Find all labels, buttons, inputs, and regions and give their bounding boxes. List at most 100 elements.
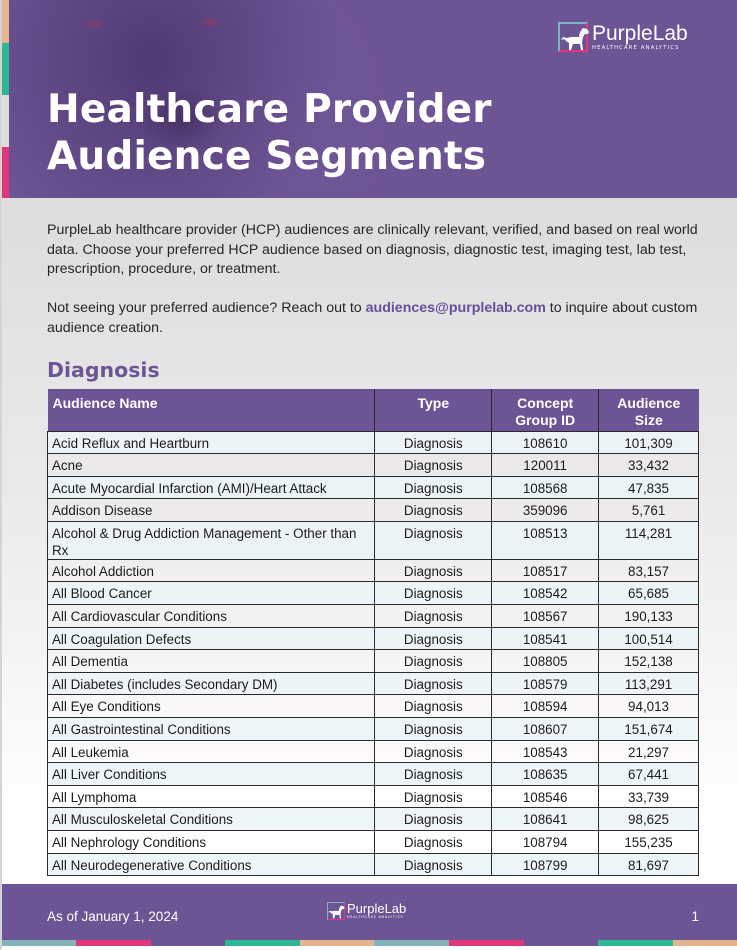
table-row: All Coagulation Defects Diagnosis 108541 10… <box>46 626 699 651</box>
table-row: All Leukemia Diagnosis 108543 21,297 <box>46 739 699 764</box>
cell-audience-name: Alcohol & Drug Addiction Management - Ot… <box>46 520 376 560</box>
cell-type: Diagnosis <box>374 558 493 583</box>
cell-type: Diagnosis <box>374 430 493 455</box>
section-title-diagnosis: Diagnosis <box>47 358 160 382</box>
cell-audience-size: 100,514 <box>598 626 699 651</box>
cell-audience-size: 94,013 <box>598 694 699 719</box>
cell-audience-name: All Leukemia <box>46 739 376 764</box>
table-row: All Cardiovascular Conditions Diagnosis 10… <box>46 604 699 628</box>
accent-strip-segment <box>524 940 598 946</box>
cell-audience-name: All Nephrology Conditions <box>46 830 376 854</box>
table-row: All Lymphoma Diagnosis 108546 33,739 <box>46 784 699 809</box>
cell-type: Diagnosis <box>374 807 493 831</box>
table-row: Alcohol Addiction Diagnosis 108517 83,157 <box>46 558 699 583</box>
page-title: Healthcare Provider Audience Segments <box>47 86 492 180</box>
cell-type: Diagnosis <box>374 717 493 741</box>
logo-tagline: HEALTHCARE ANALYTICS <box>592 44 680 51</box>
intro-paragraph-2-tail: to inquire about custom audience creatio… <box>47 300 698 336</box>
cell-audience-name: Acne <box>46 453 376 477</box>
cell-concept-group-id: 108579 <box>491 671 600 696</box>
dog-logo-icon <box>327 902 345 920</box>
cell-concept-group-id: 108543 <box>491 739 600 764</box>
accent-strip-segment <box>225 940 300 946</box>
accent-strip-gray <box>2 95 9 147</box>
cell-concept-group-id: 108542 <box>491 581 600 606</box>
cell-concept-group-id: 359096 <box>491 498 600 522</box>
cell-concept-group-id: 108805 <box>491 649 600 673</box>
cell-type: Diagnosis <box>374 649 493 673</box>
accent-strip-segment <box>673 940 737 946</box>
cell-audience-size: 113,291 <box>598 671 699 696</box>
cell-audience-size: 33,739 <box>598 784 699 809</box>
cell-type: Diagnosis <box>374 739 493 764</box>
intro-paragraph-2: Not seeing your preferred audience? Reac… <box>47 299 707 338</box>
accent-strip-segment <box>76 940 151 946</box>
intro-paragraph-1: PurpleLab healthcare provider (HCP) audi… <box>47 222 698 277</box>
cell-type: Diagnosis <box>374 604 493 628</box>
accent-strip-segment <box>2 940 76 946</box>
cell-type: Diagnosis <box>374 830 493 854</box>
dog-photo-background <box>2 0 737 198</box>
cell-audience-size: 21,297 <box>598 739 699 764</box>
dog-logo-icon <box>558 22 589 52</box>
table-row: All Eye Conditions Diagnosis 108594 94,013 <box>46 694 699 719</box>
cell-concept-group-id: 108794 <box>491 830 600 854</box>
cell-audience-size: 83,157 <box>598 558 699 583</box>
cell-type: Diagnosis <box>374 626 493 651</box>
accent-strip-segment <box>374 940 449 946</box>
page-title-line2: Audience Segments <box>47 134 487 179</box>
cell-type: Diagnosis <box>374 475 493 500</box>
accent-strip-pink <box>2 147 9 198</box>
logo-brand-text: PurpleLab <box>347 901 407 917</box>
cell-concept-group-id: 108607 <box>491 717 600 741</box>
table-row: Acne Diagnosis 120011 33,432 <box>46 453 699 477</box>
table-row: All Dementia Diagnosis 108805 152,138 <box>46 649 699 673</box>
cell-audience-size: 151,674 <box>598 717 699 741</box>
cell-audience-name: Addison Disease <box>46 498 376 522</box>
cell-audience-name: All Eye Conditions <box>46 694 376 719</box>
cell-audience-size: 5,761 <box>598 498 699 522</box>
dog-silhouette-icon <box>561 28 589 50</box>
cell-audience-name: Acid Reflux and Heartburn <box>46 430 376 455</box>
column-header-type: Type <box>374 389 493 431</box>
contact-email-link[interactable]: audiences@purplelab.com <box>365 300 546 316</box>
page-number: 1 <box>691 909 699 924</box>
cell-concept-group-id: 108635 <box>491 762 600 786</box>
cell-concept-group-id: 108799 <box>491 852 600 877</box>
cell-audience-name: All Lymphoma <box>46 784 376 809</box>
cell-type: Diagnosis <box>374 694 493 719</box>
audience-table: Audience Name Type Concept Group ID Audie… <box>46 389 699 877</box>
table-row: All Blood Cancer Diagnosis 108542 65,685 <box>46 581 699 606</box>
table-row: All Nephrology Conditions Diagnosis 108794… <box>46 830 699 854</box>
cell-audience-name: All Dementia <box>46 649 376 673</box>
intro-text: PurpleLab healthcare provider (HCP) audi… <box>47 221 707 338</box>
table-header-row: Audience Name Type Concept Group ID Audie… <box>47 389 699 431</box>
table-row: All Musculoskeletal Conditions Diagnosis 1… <box>46 807 699 831</box>
cell-type: Diagnosis <box>374 671 493 696</box>
cell-type: Diagnosis <box>374 498 493 522</box>
cell-audience-name: All Blood Cancer <box>46 581 376 606</box>
cell-audience-name: Acute Myocardial Infarction (AMI)/Heart … <box>46 475 376 500</box>
cell-type: Diagnosis <box>374 520 493 560</box>
cell-audience-name: All Liver Conditions <box>46 762 376 786</box>
cell-type: Diagnosis <box>374 852 493 877</box>
cell-concept-group-id: 108641 <box>491 807 600 831</box>
cell-audience-size: 98,625 <box>598 807 699 831</box>
cell-concept-group-id: 120011 <box>491 453 600 477</box>
cell-audience-size: 81,697 <box>598 852 699 877</box>
footer-purplelab-logo: PurpleLab HEALTHCARE ANALYTICS <box>327 902 406 920</box>
cell-audience-name: All Cardiovascular Conditions <box>46 604 376 628</box>
cell-audience-name: All Diabetes (includes Secondary DM) <box>46 671 376 696</box>
table-row: All Diabetes (includes Secondary DM) Diag… <box>46 671 699 696</box>
purplelab-logo: PurpleLab HEALTHCARE ANALYTICS <box>558 22 688 52</box>
intro-paragraph-2-lead: Not seeing your preferred audience? Reac… <box>47 300 366 316</box>
cell-audience-name: All Gastrointestinal Conditions <box>46 717 376 741</box>
logo-tagline: HEALTHCARE ANALYTICS <box>347 915 404 920</box>
cell-concept-group-id: 108517 <box>491 558 600 583</box>
logo-brand-text: PurpleLab <box>592 21 688 45</box>
dog-silhouette-icon <box>328 905 345 919</box>
cell-concept-group-id: 108568 <box>491 475 600 500</box>
cell-audience-size: 65,685 <box>598 581 699 606</box>
table-row: Addison Disease Diagnosis 359096 5,761 <box>46 498 699 522</box>
